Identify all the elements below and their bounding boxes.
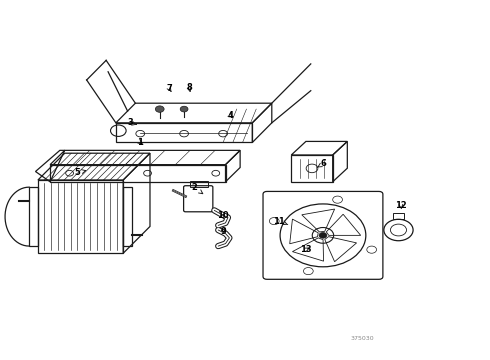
Text: 12: 12 [395, 201, 407, 210]
Text: 13: 13 [300, 245, 312, 254]
Text: 375030: 375030 [350, 337, 374, 342]
Text: 2: 2 [191, 183, 203, 194]
Text: 11: 11 [273, 217, 288, 226]
Text: 3: 3 [127, 118, 136, 127]
Text: 10: 10 [217, 211, 229, 220]
Text: 4: 4 [227, 111, 233, 120]
Text: 7: 7 [167, 84, 172, 93]
Text: 1: 1 [137, 138, 143, 147]
Circle shape [319, 233, 327, 238]
Circle shape [155, 106, 164, 112]
Text: 9: 9 [220, 227, 226, 236]
Text: 5: 5 [74, 168, 86, 177]
Text: 8: 8 [186, 83, 192, 92]
Circle shape [180, 106, 188, 112]
Text: 6: 6 [317, 159, 326, 168]
